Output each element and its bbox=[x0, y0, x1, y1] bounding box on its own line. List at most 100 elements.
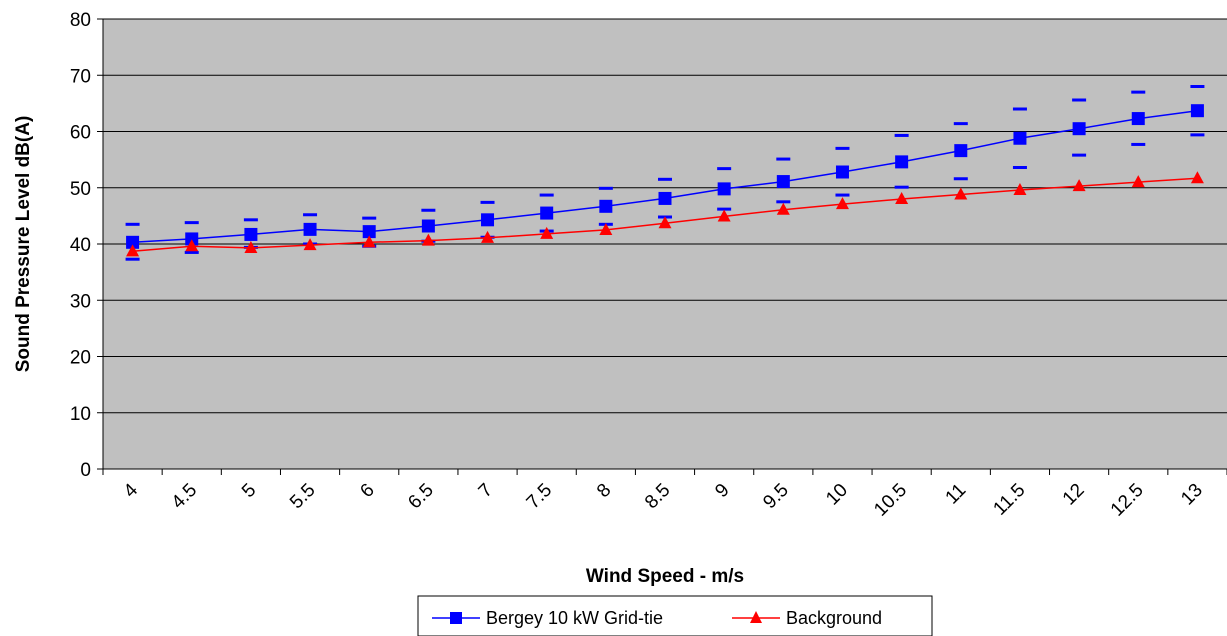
data-point-square bbox=[481, 213, 495, 227]
x-tick-label: 8 bbox=[593, 480, 615, 502]
data-point-square bbox=[954, 144, 968, 158]
data-point-triangle bbox=[599, 222, 613, 235]
data-point-square bbox=[185, 232, 199, 246]
data-point-square bbox=[244, 227, 258, 241]
data-point-triangle bbox=[185, 239, 199, 252]
error-bar-upper bbox=[1131, 90, 1146, 94]
series-layer bbox=[125, 85, 1205, 261]
data-point-square bbox=[599, 199, 613, 213]
x-tick-label: 5 bbox=[238, 480, 260, 502]
y-tick-label: 30 bbox=[70, 291, 91, 312]
error-bar-upper bbox=[776, 157, 791, 161]
x-tick-label: 8.5 bbox=[641, 480, 675, 514]
data-point-square bbox=[1131, 112, 1145, 126]
error-bar-lower bbox=[953, 177, 968, 181]
x-tick-label: 11 bbox=[942, 480, 971, 509]
x-tick-label: 7.5 bbox=[523, 480, 557, 514]
error-bar-lower bbox=[1072, 153, 1087, 157]
y-tick-label: 70 bbox=[70, 66, 91, 87]
error-bar-upper bbox=[480, 200, 495, 204]
data-point-triangle bbox=[362, 235, 376, 248]
data-point-triangle bbox=[1072, 179, 1086, 192]
data-point-triangle bbox=[717, 209, 731, 222]
error-bar-upper bbox=[362, 216, 377, 220]
data-point-triangle bbox=[954, 187, 968, 200]
error-bar-upper bbox=[894, 133, 909, 137]
error-bar-upper bbox=[421, 208, 436, 212]
data-point-triangle bbox=[481, 230, 495, 243]
error-bar-lower bbox=[184, 250, 199, 254]
data-point-square bbox=[835, 165, 849, 179]
data-point-square bbox=[126, 235, 140, 249]
error-bar-upper bbox=[598, 186, 613, 190]
error-bar-upper bbox=[1012, 107, 1027, 111]
error-bar-upper bbox=[953, 122, 968, 126]
error-bar-lower bbox=[1190, 133, 1205, 137]
x-tick-label: 5.5 bbox=[286, 480, 320, 514]
data-point-square bbox=[303, 222, 317, 236]
error-bar-upper bbox=[835, 146, 850, 150]
error-bar-upper bbox=[1072, 98, 1087, 102]
x-tick-label: 13 bbox=[1177, 480, 1207, 510]
legend-marker-square-icon bbox=[450, 612, 462, 624]
data-point-square bbox=[776, 175, 790, 189]
data-point-triangle bbox=[895, 192, 909, 204]
error-bar-upper bbox=[717, 167, 732, 171]
error-bar-lower bbox=[835, 193, 850, 197]
data-point-triangle bbox=[1131, 175, 1145, 188]
series-background bbox=[126, 171, 1204, 257]
x-tick-label: 10.5 bbox=[870, 480, 911, 521]
data-point-square bbox=[717, 182, 731, 196]
data-point-square bbox=[658, 191, 672, 205]
x-tick-label: 4 bbox=[120, 479, 143, 502]
x-tick-label: 6 bbox=[356, 480, 378, 502]
x-tick-label: 10 bbox=[822, 480, 852, 510]
data-point-triangle bbox=[126, 244, 140, 257]
data-point-square bbox=[895, 155, 909, 169]
legend: Bergey 10 kW Grid-tie Background bbox=[417, 595, 933, 636]
legend-box bbox=[417, 595, 933, 636]
y-tick-label: 10 bbox=[70, 404, 91, 425]
x-tick-labels: 4 4.5 5 5.5 6 6.5 7 7.5 8 8.5 9 9.5 10 10.5 11 11.5 12 12… bbox=[120, 479, 1207, 520]
x-tick-label: 12 bbox=[1059, 480, 1089, 510]
gridlines bbox=[103, 18, 1227, 414]
error-bar-upper bbox=[539, 193, 554, 197]
data-point-triangle bbox=[421, 233, 435, 246]
data-point-square bbox=[540, 206, 554, 220]
error-bar-lower bbox=[717, 207, 732, 211]
error-bar-upper bbox=[658, 177, 672, 181]
error-bar-lower bbox=[1131, 142, 1146, 146]
y-axis-title: Sound Pressure Level dB(A) bbox=[13, 116, 34, 373]
y-tick-labels: 0 10 20 30 40 50 60 70 80 bbox=[70, 10, 91, 481]
x-tick-label: 12.5 bbox=[1107, 480, 1148, 521]
data-point-square bbox=[1013, 131, 1027, 145]
error-bar-lower bbox=[894, 185, 909, 189]
data-point-triangle bbox=[303, 238, 317, 251]
legend-label-bergey: Bergey 10 kW Grid-tie bbox=[486, 608, 663, 628]
error-bar-upper bbox=[303, 213, 318, 217]
x-tick-label: 4.5 bbox=[168, 480, 202, 514]
error-bar-upper bbox=[1190, 85, 1205, 88]
error-bar-lower bbox=[125, 257, 140, 261]
data-point-triangle bbox=[1190, 171, 1204, 184]
error-bar-lower bbox=[776, 200, 791, 204]
error-bar-lower bbox=[1012, 166, 1027, 169]
error-bar-upper bbox=[125, 222, 140, 226]
y-tick-label: 40 bbox=[70, 235, 91, 256]
x-tick-label: 6.5 bbox=[404, 480, 438, 514]
data-point-square bbox=[1072, 122, 1086, 136]
x-tick-label: 9 bbox=[711, 480, 733, 502]
y-tick-label: 80 bbox=[70, 10, 91, 31]
data-point-square bbox=[421, 219, 435, 233]
y-tick-label: 60 bbox=[70, 123, 91, 144]
data-point-triangle bbox=[776, 202, 790, 215]
data-point-triangle bbox=[1013, 183, 1027, 195]
y-tick-label: 20 bbox=[70, 348, 91, 369]
y-tick-label: 0 bbox=[80, 460, 91, 481]
y-tick-label: 50 bbox=[70, 179, 91, 200]
data-point-triangle bbox=[244, 240, 258, 253]
x-tick-label: 9.5 bbox=[759, 480, 793, 514]
data-point-triangle bbox=[540, 226, 554, 239]
x-axis-title: Wind Speed - m/s bbox=[586, 566, 744, 587]
